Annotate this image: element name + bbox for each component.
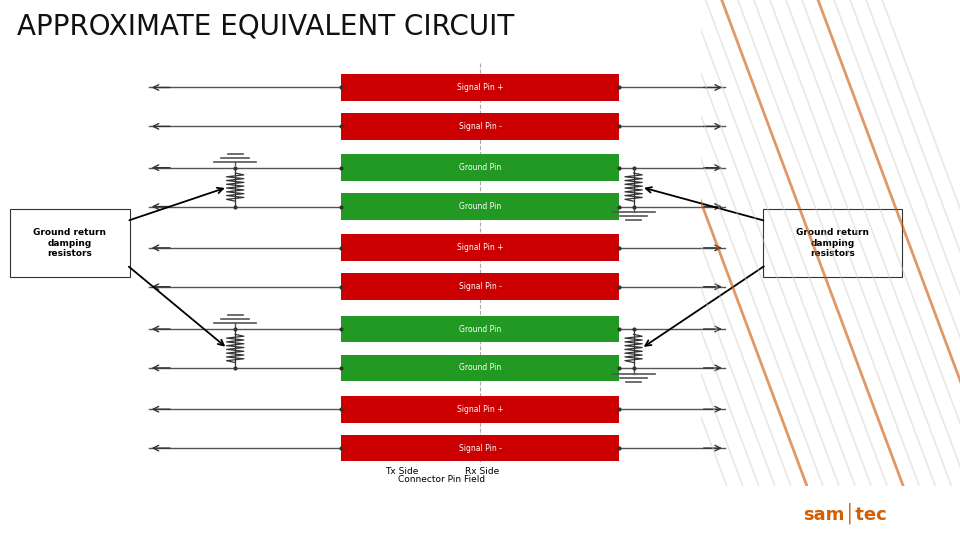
Bar xyxy=(341,396,619,423)
Text: Rx Side: Rx Side xyxy=(465,467,499,476)
Text: Ground return
damping
resistors: Ground return damping resistors xyxy=(33,228,107,258)
Text: Ground Pin: Ground Pin xyxy=(459,363,501,373)
Bar xyxy=(341,193,619,220)
Bar xyxy=(341,316,619,342)
Text: APPROXIMATE EQUIVALENT CIRCUIT: APPROXIMATE EQUIVALENT CIRCUIT xyxy=(17,12,515,40)
Text: Signal Pin +: Signal Pin + xyxy=(457,244,503,252)
Text: sam│tec: sam│tec xyxy=(803,502,887,524)
Bar xyxy=(341,435,619,462)
FancyBboxPatch shape xyxy=(763,209,902,277)
Text: Signal Pin -: Signal Pin - xyxy=(459,282,501,291)
Bar xyxy=(341,154,619,181)
Text: Signal Pin -: Signal Pin - xyxy=(459,122,501,131)
Text: Tx Side: Tx Side xyxy=(385,467,418,476)
Bar xyxy=(341,74,619,101)
Text: Connector Pin Field: Connector Pin Field xyxy=(398,475,485,484)
Text: Ground Pin: Ground Pin xyxy=(459,163,501,172)
Text: Ground Pin: Ground Pin xyxy=(459,325,501,334)
Bar xyxy=(341,234,619,261)
Text: Signal Pin +: Signal Pin + xyxy=(457,83,503,92)
FancyBboxPatch shape xyxy=(10,209,130,277)
Text: Ground return
damping
resistors: Ground return damping resistors xyxy=(796,228,870,258)
Bar xyxy=(341,273,619,300)
Text: Ground Pin: Ground Pin xyxy=(459,202,501,211)
Text: Signal Pin +: Signal Pin + xyxy=(457,404,503,414)
Bar xyxy=(341,113,619,140)
Text: Signal Pin -: Signal Pin - xyxy=(459,443,501,453)
Bar xyxy=(341,355,619,381)
